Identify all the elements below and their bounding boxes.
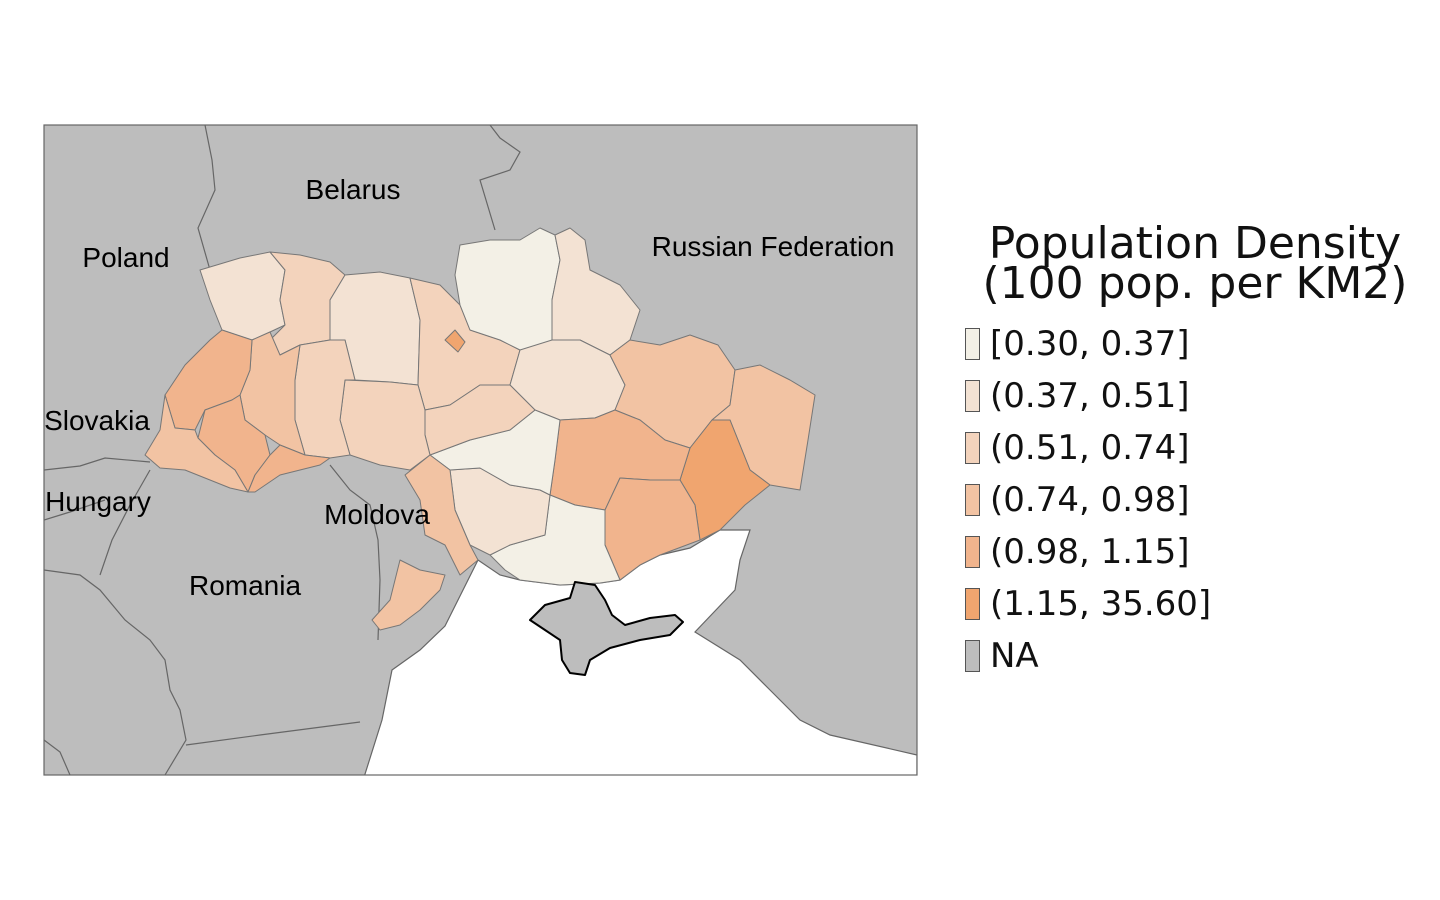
legend-item: (0.98, 1.15] <box>965 526 1435 578</box>
legend-item: NA <box>965 630 1435 682</box>
legend-title: Population Density (100 pop. per KM2) <box>965 218 1425 309</box>
legend-label: NA <box>990 636 1039 676</box>
region-chernivtsi <box>247 444 331 493</box>
ukraine-regions <box>144 227 816 631</box>
legend-label: (0.37, 0.51] <box>990 376 1190 416</box>
region-luhansk <box>711 364 816 491</box>
label-romania: Romania <box>189 570 301 601</box>
region-vinnytsia <box>339 379 431 471</box>
legend-swatch <box>965 640 980 672</box>
legend-item: (0.51, 0.74] <box>965 422 1435 474</box>
legend-swatch <box>965 380 980 412</box>
legend-item: (0.74, 0.98] <box>965 474 1435 526</box>
label-moldova: Moldova <box>324 499 430 530</box>
region-kyiv-city <box>444 329 466 353</box>
legend-label: (0.51, 0.74] <box>990 428 1190 468</box>
legend: Population Density (100 pop. per KM2) [0… <box>965 218 1435 682</box>
legend-item: (0.37, 0.51] <box>965 370 1435 422</box>
legend-item: [0.30, 0.37] <box>965 318 1435 370</box>
legend-swatch <box>965 484 980 516</box>
label-belarus: Belarus <box>306 174 401 205</box>
legend-label: (1.15, 35.60] <box>990 584 1212 624</box>
legend-item: (1.15, 35.60] <box>965 578 1435 630</box>
legend-swatch <box>965 432 980 464</box>
label-russia: Russian Federation <box>652 231 895 262</box>
legend-title-line2: (100 pop. per KM2) <box>982 258 1408 309</box>
label-slovakia: Slovakia <box>44 405 150 436</box>
crimea <box>529 581 684 676</box>
legend-items: [0.30, 0.37] (0.37, 0.51] (0.51, 0.74] (… <box>965 318 1435 682</box>
label-poland: Poland <box>82 242 169 273</box>
map-frame <box>43 124 918 776</box>
legend-label: [0.30, 0.37] <box>990 324 1190 364</box>
legend-title-line1: Population Density <box>988 218 1402 269</box>
legend-swatch <box>965 328 980 360</box>
country-labels: Belarus Poland Russian Federation Slovak… <box>44 174 894 601</box>
legend-swatch <box>965 536 980 568</box>
region-zakarpattia <box>144 394 249 493</box>
label-hungary: Hungary <box>45 486 151 517</box>
region-odesa <box>404 454 479 576</box>
legend-swatch <box>965 588 980 620</box>
region-odesa-south <box>371 559 446 631</box>
legend-label: (0.98, 1.15] <box>990 532 1190 572</box>
legend-label: (0.74, 0.98] <box>990 480 1190 520</box>
neighbor-borders <box>44 125 521 775</box>
